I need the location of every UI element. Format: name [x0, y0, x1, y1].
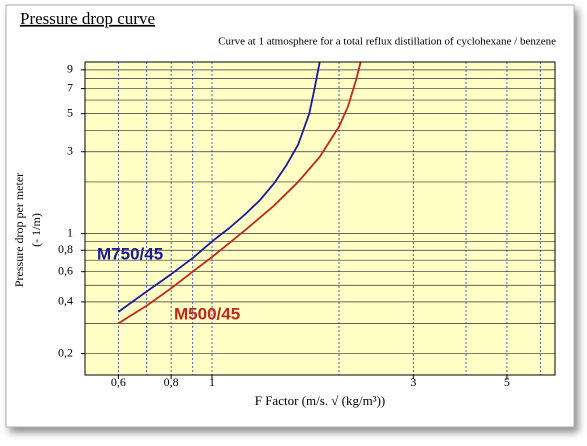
- series-label: M500/45: [174, 304, 240, 323]
- y-tick-label: 0,6: [58, 263, 73, 277]
- x-tick-label: 0,6: [111, 375, 126, 389]
- y-tick-label: 0,4: [58, 294, 73, 308]
- x-tick-label: 0,8: [164, 375, 179, 389]
- y-axis-label: Pressure drop per meter: [12, 173, 26, 287]
- chart-title: Pressure drop curve: [20, 9, 155, 28]
- series-label: M750/45: [97, 244, 163, 263]
- curves: [117, 62, 362, 325]
- y-axis-label: (- 1/m): [29, 213, 43, 247]
- series-line: [117, 62, 362, 325]
- y-tick-label: 9: [67, 62, 73, 76]
- y-tick-label: 3: [67, 143, 73, 157]
- plot-frame: [84, 61, 556, 376]
- x-tick-label: 1: [209, 375, 215, 389]
- grid: [85, 62, 555, 375]
- plot-area: [85, 62, 555, 375]
- chart-subtitle: Curve at 1 atmosphere for a total reflux…: [218, 36, 556, 48]
- y-tick-label: 0,2: [58, 345, 73, 359]
- y-tick-label: 5: [67, 105, 73, 119]
- x-tick-label: 3: [410, 375, 416, 389]
- y-tick-label: 1: [67, 225, 73, 239]
- y-tick-label: 7: [67, 80, 73, 94]
- x-axis-label: F Factor (m/s. √ (kg/m³)): [255, 393, 386, 408]
- x-tick-label: 5: [504, 375, 510, 389]
- y-tick-label: 0,8: [58, 242, 73, 256]
- series-line: [117, 62, 321, 313]
